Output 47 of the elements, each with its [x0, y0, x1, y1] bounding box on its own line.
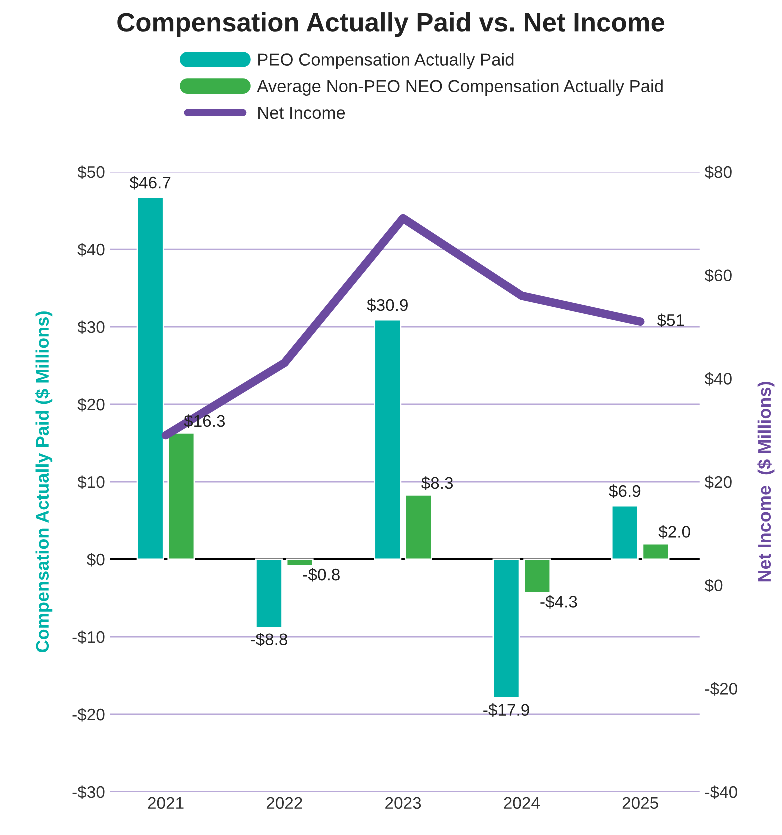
y2-tick-label: -$40: [705, 786, 738, 800]
x-tick-label: 2023: [386, 797, 422, 810]
data-label: -$8.8: [250, 632, 288, 646]
y2-tick-label: $20: [704, 476, 732, 490]
data-label: $46.7: [130, 176, 171, 190]
y-tick-label: $50: [78, 166, 105, 180]
y2-tick-label: $0: [704, 579, 723, 593]
bar: [611, 505, 639, 560]
bar: [168, 432, 196, 560]
bar: [255, 558, 283, 628]
x-tick-label: 2025: [622, 797, 658, 810]
y-tick-label: $20: [78, 398, 105, 412]
y-tick-label: $10: [78, 476, 105, 490]
bar: [492, 558, 520, 699]
y-tick-label: $30: [78, 320, 105, 334]
bar: [642, 543, 670, 560]
y2-tick-label: -$20: [705, 682, 738, 696]
x-tick-label: 2022: [266, 797, 302, 810]
y2-tick-label: $60: [704, 269, 732, 283]
bar: [524, 558, 552, 594]
y-axis-title: Compensation Actually Paid ($ Millions): [35, 312, 53, 652]
data-label: $2.0: [658, 525, 690, 539]
bar: [374, 319, 402, 560]
y-tick-label: $40: [78, 243, 105, 257]
y2-tick-label: $40: [704, 372, 732, 386]
y-tick-label: -$20: [72, 708, 105, 722]
data-label: -$17.9: [484, 704, 530, 718]
bar: [286, 558, 314, 566]
legend-label: PEO Compensation Actually Paid: [258, 53, 514, 70]
chart-title: Compensation Actually Paid vs. Net Income: [118, 12, 665, 38]
data-label: $51: [657, 314, 684, 328]
x-tick-label: 2024: [504, 797, 540, 810]
data-label: -$4.3: [540, 595, 578, 609]
y-tick-label: $0: [87, 553, 105, 567]
data-label: $30.9: [367, 298, 408, 312]
legend-label: Net Income: [258, 107, 346, 120]
y2-tick-label: $80: [704, 166, 732, 180]
x-tick-label: 2021: [148, 797, 184, 810]
legend-label: Average Non-PEO NEO Compensation Actually Paid: [257, 80, 663, 96]
data-label: $6.9: [609, 484, 641, 498]
y-tick-label: -$10: [72, 630, 105, 644]
data-label: -$0.8: [303, 568, 340, 582]
y-tick-label: -$30: [72, 786, 105, 800]
bar: [404, 494, 432, 560]
data-label: $8.3: [422, 476, 454, 490]
bar: [136, 196, 164, 560]
y2-axis-title: Net Income ($ Millions): [758, 382, 775, 582]
